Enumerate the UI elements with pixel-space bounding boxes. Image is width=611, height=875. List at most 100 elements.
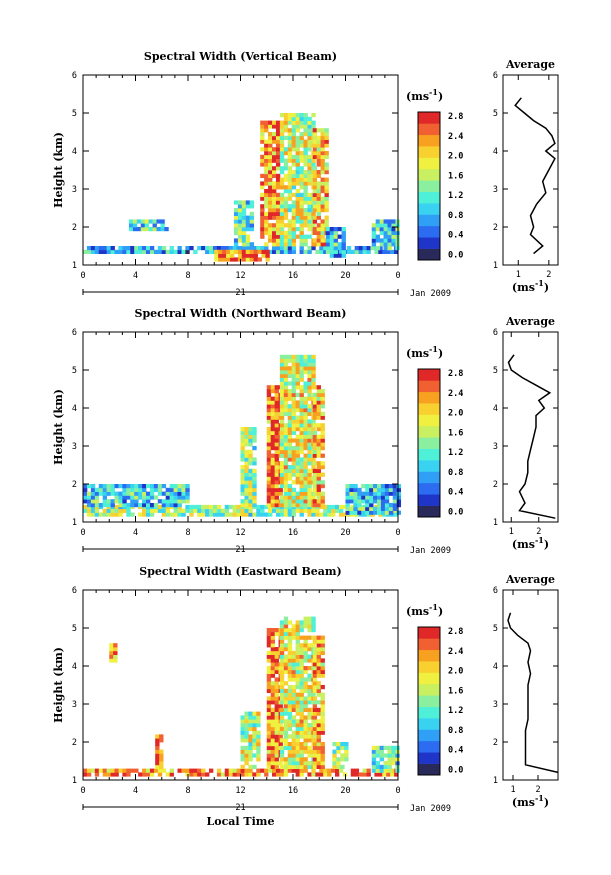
heatmap-cell (283, 669, 289, 674)
heatmap-cell (295, 392, 300, 397)
heatmap-cell (283, 757, 289, 762)
heatmap-cell (375, 227, 381, 232)
heatmap-cell (157, 246, 163, 251)
date-month: Jan 2009 (410, 289, 451, 299)
heatmap-cell (287, 643, 293, 648)
heatmap-cell (299, 173, 304, 178)
heatmap-cell (274, 650, 279, 655)
heatmap-cell (252, 764, 257, 769)
heatmap-cell (268, 196, 273, 201)
heatmap-cell (327, 504, 332, 510)
colorbar-swatch (418, 448, 440, 461)
heatmap-cell (270, 688, 276, 693)
heatmap-cell (303, 158, 308, 163)
heatmap-cell (130, 499, 135, 504)
heatmap-cell (320, 715, 325, 720)
average-x-label-close: ) (544, 538, 549, 551)
heatmap-cell (312, 761, 318, 766)
heatmap-cell (316, 711, 321, 716)
heatmap-cell (299, 711, 304, 716)
heatmap-cell (165, 487, 171, 492)
heatmap-cell (373, 506, 378, 511)
heatmap-cell (299, 389, 304, 394)
heatmap-cell (324, 143, 329, 148)
heatmap-cell (312, 242, 318, 247)
heatmap-cell (295, 116, 300, 121)
heatmap-cell (311, 624, 316, 629)
heatmap-cell (279, 449, 285, 454)
heatmap-cell (248, 468, 253, 473)
heatmap-cell (201, 768, 206, 773)
heatmap-cell (128, 227, 134, 232)
heatmap-cell (287, 113, 293, 118)
heatmap-cell (299, 143, 304, 148)
heatmap-cell (270, 457, 276, 462)
heatmap-cell (126, 246, 131, 251)
heatmap-cell (299, 392, 304, 397)
heatmap-cell (266, 696, 272, 701)
heatmap-cell (240, 719, 245, 724)
heatmap-cell (177, 508, 182, 513)
heatmap-cell (268, 512, 273, 517)
heatmap-cell (126, 249, 131, 254)
heatmap-cell (248, 734, 253, 739)
heatmap-cell (266, 438, 272, 443)
heatmap-cell (287, 370, 293, 375)
heatmap-cell (303, 472, 308, 477)
heatmap-cell (256, 745, 261, 750)
heatmap-cell (316, 468, 321, 473)
heatmap-cell (146, 495, 151, 500)
heatmap-cell (287, 116, 293, 121)
heatmap-cell (316, 461, 321, 466)
x-tick-label: 8 (185, 786, 190, 796)
heatmap-cell (283, 468, 289, 473)
heatmap-cell (324, 139, 329, 144)
heatmap-cell (291, 147, 297, 152)
heatmap-cell (279, 688, 285, 693)
heatmap-cell (353, 487, 358, 492)
heatmap-cell (312, 677, 318, 682)
heatmap-cell (102, 487, 108, 492)
average-title: Average (505, 58, 555, 71)
heatmap-cell (320, 472, 325, 477)
heatmap-cell (316, 681, 321, 686)
heatmap-cell (307, 487, 312, 492)
heatmap-cell (320, 662, 325, 667)
heatmap-cell (90, 503, 96, 508)
heatmap-cell (312, 423, 318, 428)
heatmap-cell (201, 508, 206, 513)
heatmap-cell (340, 757, 345, 762)
heatmap-cell (244, 438, 249, 443)
heatmap-cell (249, 257, 255, 262)
heatmap-cell (114, 512, 119, 517)
heatmap-cell (388, 484, 394, 489)
heatmap-cell (295, 370, 300, 375)
heatmap-cell (325, 227, 331, 232)
heatmap-cell (320, 704, 325, 709)
heatmap-cell (344, 745, 349, 750)
heatmap-cell (287, 768, 293, 773)
heatmap-cell (241, 227, 247, 232)
heatmap-cell (224, 772, 230, 777)
heatmap-cell (361, 491, 366, 496)
heatmap-cell (384, 487, 390, 492)
heatmap-cell (240, 726, 245, 731)
heatmap-cell (138, 484, 143, 489)
heatmap-cell (303, 508, 308, 513)
heatmap-cells (83, 354, 402, 517)
heatmap-cell (275, 242, 281, 247)
heatmap-cell (279, 635, 285, 640)
heatmap-cell (291, 208, 297, 213)
heatmap-cell (291, 704, 297, 709)
heatmap-cell (264, 170, 269, 175)
heatmap-cell (244, 745, 249, 750)
heatmap-cell (320, 204, 325, 209)
heatmap-cell (279, 681, 285, 686)
heatmap-cell (122, 484, 127, 489)
heatmap-cell (311, 768, 316, 773)
heatmap-cell (260, 139, 265, 144)
heatmap-cell (233, 223, 239, 228)
heatmap-cell (237, 223, 243, 228)
heatmap-cell (248, 484, 253, 489)
